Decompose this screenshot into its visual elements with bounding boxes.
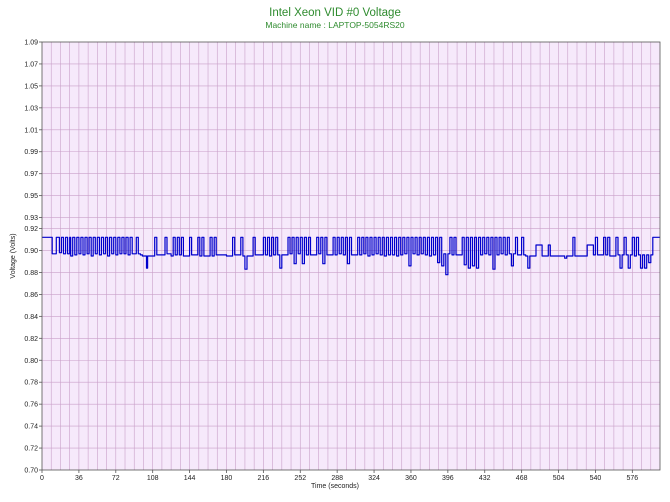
- x-axis-label: Time (seconds): [311, 483, 359, 490]
- y-tick-label: 0.95: [24, 193, 38, 200]
- x-tick-label: 432: [479, 475, 491, 482]
- x-tick-label: 540: [590, 475, 602, 482]
- y-axis-ticks: 0.70 0.72 0.74 0.76 0.78 0.80 0.82 0.84 0.86 0.88…: [24, 40, 42, 475]
- x-tick-label: 252: [294, 475, 306, 482]
- grid-lines: [42, 42, 660, 470]
- y-tick-label: 1.09: [24, 40, 38, 47]
- y-tick-label: 1.03: [24, 105, 38, 112]
- y-tick-label: 0.70: [24, 468, 38, 475]
- y-tick-label: 0.88: [24, 270, 38, 277]
- y-tick-label: 1.01: [24, 127, 38, 134]
- x-tick-label: 108: [147, 475, 159, 482]
- x-tick-label: 36: [75, 475, 83, 482]
- y-tick-label: 0.78: [24, 380, 38, 387]
- y-tick-label: 0.84: [24, 314, 38, 321]
- y-tick-label: 0.86: [24, 292, 38, 299]
- x-tick-label: 396: [442, 475, 454, 482]
- x-tick-label: 216: [258, 475, 270, 482]
- y-tick-label: 0.92: [24, 226, 38, 233]
- x-tick-label: 360: [405, 475, 417, 482]
- x-tick-label: 180: [221, 475, 233, 482]
- y-tick-label: 0.82: [24, 336, 38, 343]
- y-tick-label: 1.05: [24, 83, 38, 90]
- plot-frame: [41, 41, 661, 471]
- y-tick-label: 0.93: [24, 215, 38, 222]
- x-axis-ticks: 0 36 72 108 144 180 216 252 288 324 360 396 432 468 50…: [40, 470, 638, 482]
- chart-subtitle: Machine name : LAPTOP-5054RS20: [265, 20, 404, 30]
- y-tick-label: 0.72: [24, 446, 38, 453]
- y-tick-label: 0.80: [24, 358, 38, 365]
- x-tick-label: 324: [368, 475, 380, 482]
- x-tick-label: 0: [40, 475, 44, 482]
- y-tick-label: 0.99: [24, 149, 38, 156]
- y-tick-label: 0.76: [24, 402, 38, 409]
- y-tick-label: 1.07: [24, 61, 38, 68]
- y-axis-label: Voltage (Volts): [10, 233, 17, 278]
- y-tick-label: 0.97: [24, 171, 38, 178]
- x-tick-label: 468: [516, 475, 528, 482]
- x-tick-label: 576: [626, 475, 638, 482]
- chart-title: Intel Xeon VID #0 Voltage: [269, 7, 401, 19]
- y-tick-label: 0.74: [24, 424, 38, 431]
- x-tick-label: 72: [112, 475, 120, 482]
- x-tick-label: 288: [331, 475, 343, 482]
- y-tick-label: 0.90: [24, 248, 38, 255]
- x-tick-label: 504: [553, 475, 565, 482]
- voltage-series-line: [42, 236, 660, 276]
- x-tick-label: 144: [184, 475, 196, 482]
